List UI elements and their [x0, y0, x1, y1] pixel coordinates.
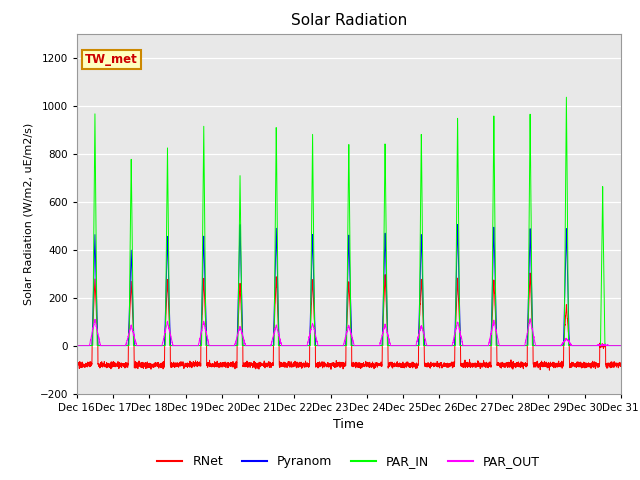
RNet: [526, 270, 534, 276]
PAR_OUT: [328, 343, 336, 348]
PAR_OUT: [526, 316, 534, 322]
Line: PAR_OUT: PAR_OUT: [77, 319, 621, 346]
Pyranom: [73, 343, 81, 348]
PAR_IN: [563, 95, 570, 100]
PAR_OUT: [171, 343, 179, 348]
PAR_IN: [616, 343, 624, 348]
PAR_OUT: [73, 343, 81, 348]
Line: RNet: RNet: [77, 273, 621, 370]
PAR_IN: [440, 343, 448, 348]
Pyranom: [441, 343, 449, 348]
Pyranom: [329, 343, 337, 348]
RNet: [328, 362, 336, 368]
PAR_IN: [617, 343, 625, 348]
PAR_IN: [73, 343, 81, 348]
X-axis label: Time: Time: [333, 418, 364, 431]
PAR_IN: [471, 343, 479, 348]
RNet: [617, 362, 625, 368]
RNet: [171, 362, 179, 368]
PAR_OUT: [616, 343, 624, 348]
PAR_IN: [328, 343, 336, 348]
Title: Solar Radiation: Solar Radiation: [291, 13, 407, 28]
PAR_OUT: [617, 343, 625, 348]
RNet: [440, 360, 448, 366]
PAR_OUT: [440, 343, 448, 348]
Line: PAR_IN: PAR_IN: [77, 97, 621, 346]
RNet: [471, 361, 479, 367]
Pyranom: [171, 343, 179, 348]
Pyranom: [236, 222, 244, 228]
Pyranom: [471, 343, 479, 348]
PAR_OUT: [502, 343, 509, 348]
PAR_IN: [171, 343, 179, 348]
RNet: [616, 362, 624, 368]
PAR_OUT: [471, 343, 479, 348]
RNet: [502, 360, 509, 366]
Pyranom: [616, 343, 624, 348]
Text: TW_met: TW_met: [85, 53, 138, 66]
RNet: [73, 360, 81, 365]
Pyranom: [502, 343, 509, 348]
Y-axis label: Solar Radiation (W/m2, uE/m2/s): Solar Radiation (W/m2, uE/m2/s): [24, 122, 34, 305]
Pyranom: [617, 343, 625, 348]
Legend: RNet, Pyranom, PAR_IN, PAR_OUT: RNet, Pyranom, PAR_IN, PAR_OUT: [152, 450, 545, 473]
Line: Pyranom: Pyranom: [77, 225, 621, 346]
RNet: [545, 367, 553, 373]
PAR_IN: [502, 343, 509, 348]
